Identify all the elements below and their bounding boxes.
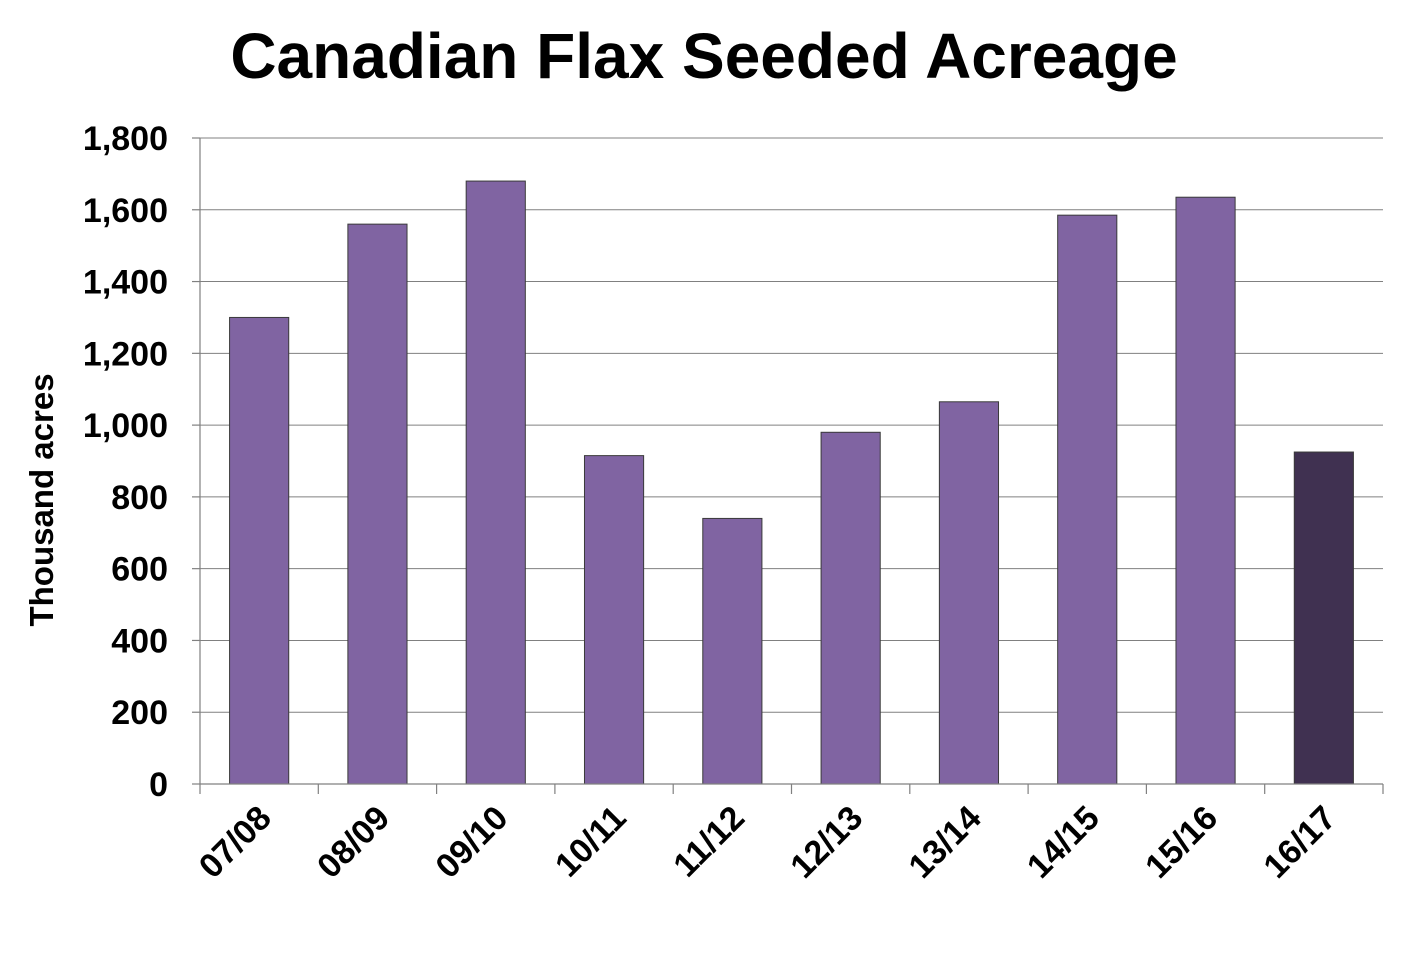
y-tick-label: 1,600 xyxy=(83,192,168,230)
bar-13-14 xyxy=(938,401,1000,785)
y-tick-label: 400 xyxy=(111,622,168,660)
y-tick-label: 1,000 xyxy=(83,407,168,445)
x-tick-label: 10/11 xyxy=(548,799,634,885)
x-tick-label: 07/08 xyxy=(192,799,279,886)
bar-08-09 xyxy=(347,223,408,785)
y-tick-label: 1,800 xyxy=(83,120,168,158)
bar-16-17 xyxy=(1293,451,1354,785)
chart-title: Canadian Flax Seeded Acreage xyxy=(230,20,1177,92)
y-tick-label: 0 xyxy=(149,766,168,804)
axes xyxy=(192,137,1384,794)
x-tick-labels: 07/08 08/09 09/10 10/11 11/12 12/13 13/14 14/15… xyxy=(192,799,1344,886)
y-tick-label: 800 xyxy=(111,479,168,517)
bar-15-16 xyxy=(1175,196,1236,785)
x-tick-label: 09/10 xyxy=(428,799,515,886)
bars xyxy=(229,180,1354,785)
bar-11-12 xyxy=(702,517,763,785)
y-tick-label: 600 xyxy=(111,551,168,589)
y-tick-label: 1,400 xyxy=(83,264,168,302)
x-tick-label: 16/17 xyxy=(1256,799,1343,886)
bar-10-11 xyxy=(583,455,645,785)
y-tick-labels: 0 200 400 600 800 1,000 1,200 1,400 1,600 1,800 xyxy=(83,120,168,804)
x-tick-label: 13/14 xyxy=(902,799,989,886)
bar-09-10 xyxy=(465,180,526,785)
x-tick-label: 14/15 xyxy=(1020,799,1107,886)
bar-12-13 xyxy=(820,431,881,785)
x-tick-label: 12/13 xyxy=(783,799,870,886)
bar-07-08 xyxy=(229,316,290,785)
y-tick-label: 1,200 xyxy=(83,335,168,373)
x-tick-label: 15/16 xyxy=(1138,799,1225,886)
x-tick-label: 08/09 xyxy=(310,799,397,886)
x-tick-label: 11/12 xyxy=(666,799,752,885)
bar-14-15 xyxy=(1057,214,1118,785)
y-tick-label: 200 xyxy=(111,694,168,732)
y-axis-label: Thousand acres xyxy=(23,373,60,626)
